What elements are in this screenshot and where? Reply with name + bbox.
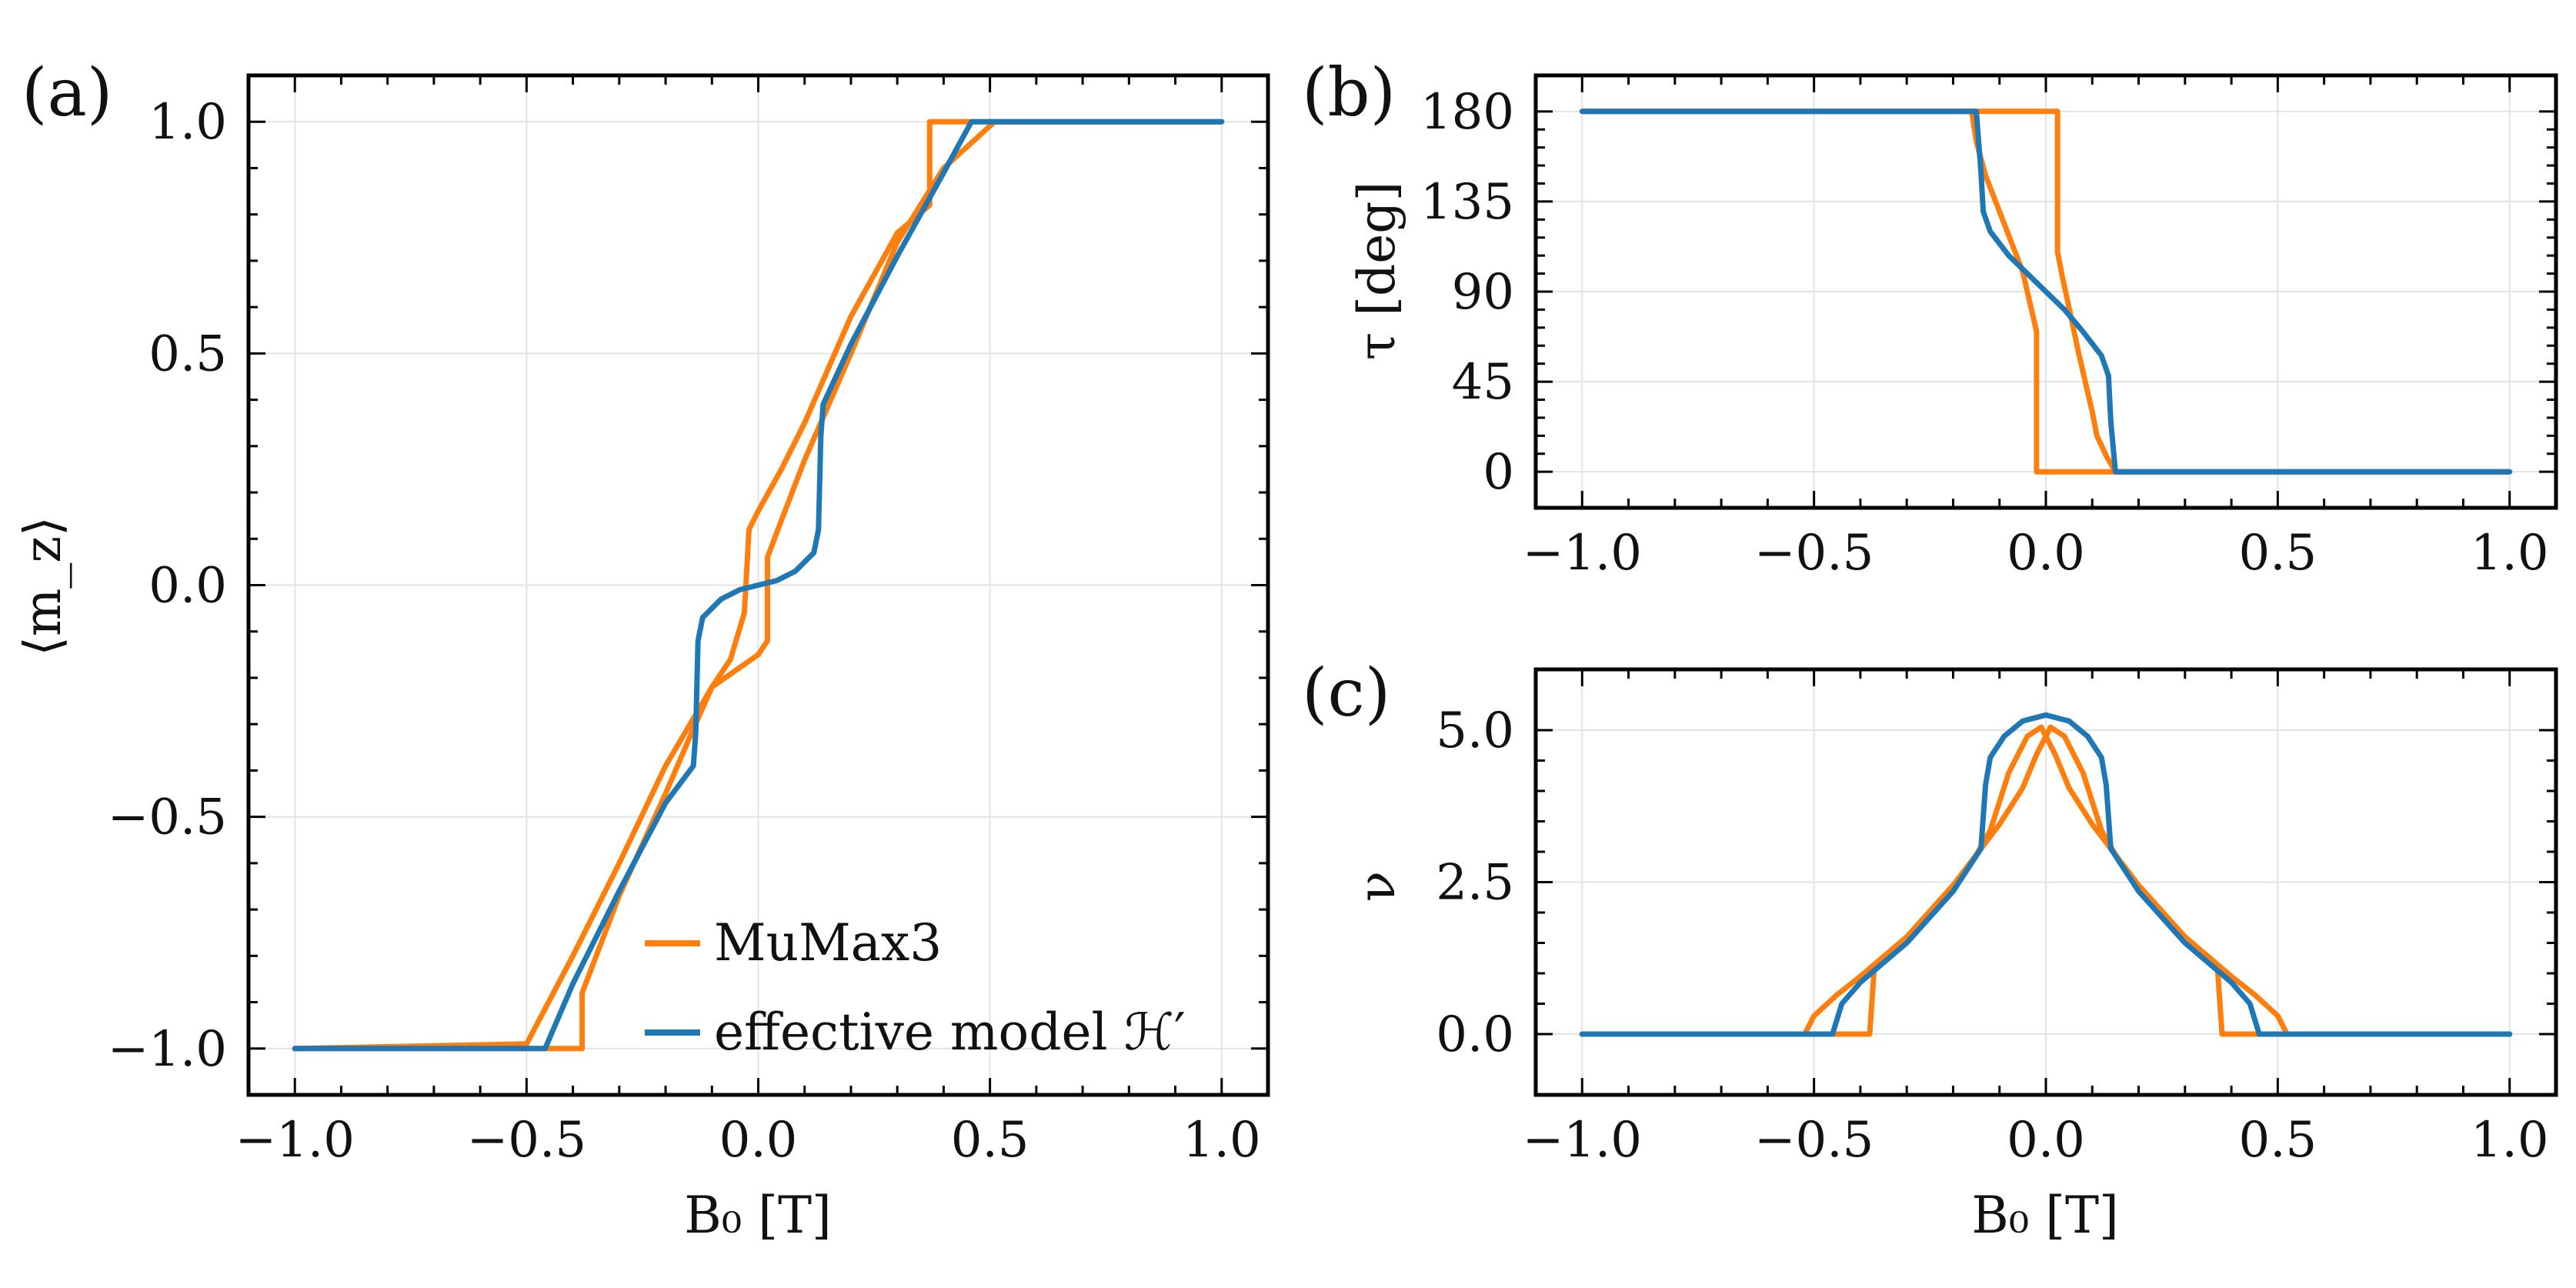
panel-b-frame — [1533, 73, 2558, 510]
panel-a-ytick-label-0: −1.0 — [108, 1021, 227, 1078]
panel-b-xtick-label-4: 1.0 — [2471, 525, 2549, 582]
panel-c-ylabel: ν — [1347, 871, 1406, 902]
legend-label-mumax: MuMax3 — [714, 913, 942, 973]
panel-b-xtick-label-2: 0.0 — [2007, 525, 2085, 582]
panel-c: (c) −1.0 −0.5 0.0 0.5 1.0 0.0 2.5 5.0 ν B₀ [T] — [1302, 655, 2558, 1245]
panel-a-ytick-label-2: 0.0 — [148, 558, 227, 615]
legend-label-effective: effective model ℋ′ — [714, 1003, 1186, 1062]
panel-a-ytick-label-3: 0.5 — [148, 325, 227, 382]
panel-c-xtick-label-1: −0.5 — [1754, 1112, 1874, 1169]
panel-c-xtick-label-3: 0.5 — [2238, 1112, 2317, 1169]
panel-c-xtick-label-0: −1.0 — [1523, 1112, 1642, 1169]
panel-a-plot: −1.0 −0.5 0.0 0.5 1.0 −1.0 −0.5 0.0 0.5 1.0 — [108, 73, 1270, 1169]
panel-b-ytick-label-3: 135 — [1420, 174, 1514, 231]
panel-c-xtick-label-2: 0.0 — [2007, 1112, 2085, 1169]
panel-a-xtick-label-1: −0.5 — [467, 1112, 586, 1169]
panel-c-xlabel: B₀ [T] — [1971, 1186, 2118, 1245]
panel-a-xtick-label-4: 1.0 — [1183, 1112, 1261, 1169]
panel-a-frame — [246, 73, 1270, 1097]
panel-c-ytick-label-2: 5.0 — [1436, 702, 1514, 759]
panel-c-label: (c) — [1302, 655, 1390, 732]
panel-a-xtick-label-2: 0.0 — [719, 1112, 798, 1169]
panel-b-ytick-label-4: 180 — [1420, 84, 1514, 141]
panel-a-xtick-label-0: −1.0 — [235, 1112, 355, 1169]
panel-c-xtick-label-4: 1.0 — [2471, 1112, 2549, 1169]
panel-b: (b) −1.0 −0.5 0.0 0.5 1.0 0 45 90 135 180 τ [deg] — [1302, 55, 2558, 582]
panel-a-series-effective-branch-0 — [292, 118, 1225, 1052]
panel-b-plot: −1.0 −0.5 0.0 0.5 1.0 0 45 90 135 180 — [1420, 73, 2558, 582]
panel-b-ytick-label-2: 90 — [1452, 264, 1514, 321]
panel-c-frame — [1533, 667, 2558, 1097]
panel-b-label: (b) — [1302, 55, 1396, 132]
panel-b-xtick-label-3: 0.5 — [2238, 525, 2317, 582]
panel-a-legend: MuMax3 effective model ℋ′ — [645, 913, 1186, 1062]
panel-a-ytick-label-1: −0.5 — [108, 789, 227, 846]
panel-b-xtick-label-0: −1.0 — [1523, 525, 1642, 582]
panel-a-ylabel-text: ⟨m_z⟩ — [13, 516, 72, 656]
panel-a: (a) −1.0 −0.5 0.0 0.5 1.0 −1.0 −0.5 0.0 0.5 1.0 ⟨… — [13, 55, 1270, 1245]
panel-b-ytick-label-0: 0 — [1483, 444, 1514, 501]
panel-b-ytick-label-1: 45 — [1452, 354, 1514, 411]
panel-a-series-mumax-branch-1 — [292, 118, 1225, 1052]
panel-b-series-effective-branch-0 — [1579, 108, 2513, 475]
panel-a-xlabel: B₀ [T] — [684, 1186, 831, 1245]
panel-a-ytick-label-4: 1.0 — [148, 94, 227, 151]
panel-b-xtick-label-1: −0.5 — [1754, 525, 1874, 582]
panel-a-ylabel: ⟨m_z⟩ — [13, 516, 72, 656]
panel-a-label: (a) — [22, 55, 112, 132]
panel-c-plot: −1.0 −0.5 0.0 0.5 1.0 0.0 2.5 5.0 — [1436, 667, 2558, 1169]
panel-c-ytick-label-1: 2.5 — [1436, 855, 1514, 912]
panel-c-series-effective-branch-0 — [1579, 712, 2513, 1037]
panel-b-series-mumax-branch-0 — [1579, 108, 2513, 475]
panel-b-series-mumax-branch-1 — [1579, 108, 2513, 475]
panel-a-xtick-label-3: 0.5 — [951, 1112, 1029, 1169]
panel-b-ylabel: τ [deg] — [1347, 182, 1406, 361]
panel-c-ytick-label-0: 0.0 — [1436, 1006, 1514, 1063]
